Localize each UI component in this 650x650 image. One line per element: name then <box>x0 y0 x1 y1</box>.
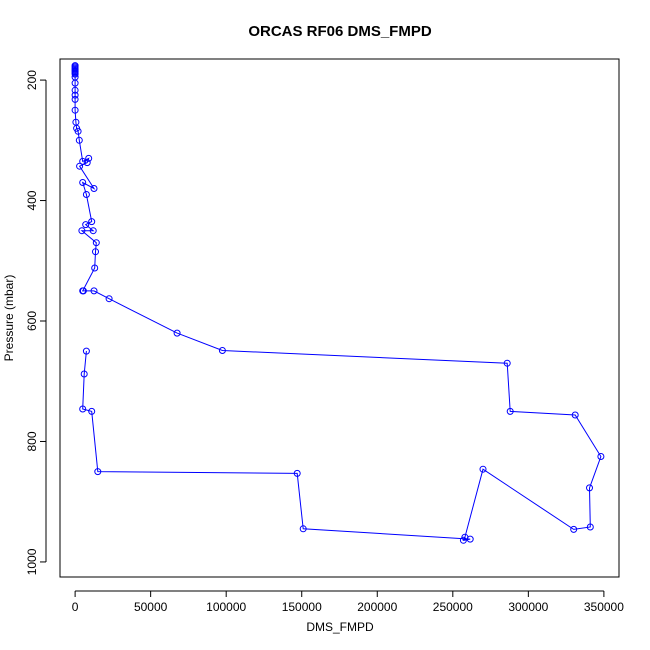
data-point <box>82 221 90 229</box>
data-point <box>83 159 91 167</box>
data-point <box>586 484 593 492</box>
series-line <box>74 65 602 541</box>
x-tick-label: 350000 <box>584 600 624 614</box>
data-point <box>71 106 79 114</box>
y-axis: 200 400 600 800 1000 <box>25 70 47 575</box>
data-point <box>82 347 90 355</box>
data-point <box>105 295 113 303</box>
x-axis: 0 50000 100000 150000 200000 250000 300000 3500… <box>72 590 624 614</box>
data-point <box>459 536 467 544</box>
y-tick-label: 200 <box>25 70 39 90</box>
data-point <box>479 465 487 473</box>
data-point <box>173 329 181 337</box>
data-point <box>79 287 87 295</box>
x-tick-label: 200000 <box>357 600 397 614</box>
x-axis-label: DMS_FMPD <box>306 620 374 634</box>
data-point <box>92 248 99 256</box>
y-tick-label: 1000 <box>25 548 39 575</box>
data-point <box>218 347 226 354</box>
x-tick-label: 250000 <box>433 600 473 614</box>
data-point <box>82 191 90 198</box>
data-point <box>88 407 96 415</box>
data-point <box>78 227 86 235</box>
data-point <box>71 70 79 78</box>
x-tick-label: 50000 <box>134 600 168 614</box>
data-point <box>74 127 82 135</box>
data-point <box>92 239 100 247</box>
y-tick-label: 800 <box>25 431 39 451</box>
data-point <box>570 525 578 533</box>
data-point <box>79 157 87 165</box>
data-point <box>293 469 301 477</box>
data-point <box>71 95 79 103</box>
data-point <box>79 179 87 186</box>
chart-title: ORCAS RF06 DMS_FMPD <box>248 23 432 40</box>
data-point <box>71 86 79 94</box>
plot-area-frame <box>59 58 620 578</box>
data-point <box>466 535 474 543</box>
data-point <box>597 453 605 460</box>
data-point <box>503 359 511 367</box>
data-point <box>79 405 87 413</box>
x-tick-label: 0 <box>72 600 79 614</box>
data-point <box>299 525 307 533</box>
x-tick-label: 150000 <box>282 600 322 614</box>
y-tick-label: 600 <box>25 311 39 331</box>
data-point <box>90 287 98 295</box>
data-point <box>506 407 514 415</box>
data-point <box>91 264 99 272</box>
data-point <box>71 91 79 99</box>
data-point <box>90 185 98 192</box>
x-tick-label: 300000 <box>508 600 548 614</box>
series-layer <box>71 62 605 544</box>
data-point <box>80 370 88 378</box>
data-point <box>89 227 97 235</box>
data-point <box>94 468 102 476</box>
data-point <box>71 79 79 87</box>
data-point <box>88 218 96 226</box>
data-point <box>586 523 594 531</box>
y-tick-label: 400 <box>25 190 39 210</box>
data-point <box>75 136 83 144</box>
data-point <box>571 411 579 419</box>
data-point <box>85 154 93 162</box>
y-axis-label: Pressure (mbar) <box>2 275 16 362</box>
x-tick-label: 100000 <box>206 600 246 614</box>
data-point <box>76 162 84 170</box>
